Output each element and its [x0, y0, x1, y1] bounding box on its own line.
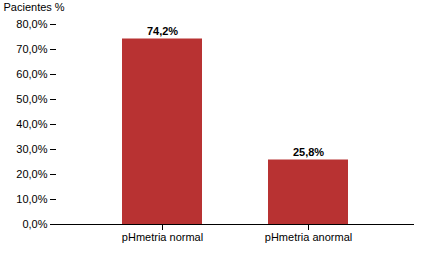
svg-text:pHmetria normal: pHmetria normal [122, 231, 203, 243]
svg-text:0,0%: 0,0% [22, 218, 47, 230]
svg-text:20,0%: 20,0% [16, 168, 47, 180]
svg-text:10,0%: 10,0% [16, 193, 47, 205]
svg-text:Pacientes %: Pacientes % [4, 1, 65, 13]
svg-text:60,0%: 60,0% [16, 68, 47, 80]
svg-text:30,0%: 30,0% [16, 143, 47, 155]
svg-text:40,0%: 40,0% [16, 118, 47, 130]
svg-text:74,2%: 74,2% [147, 25, 178, 37]
svg-text:50,0%: 50,0% [16, 93, 47, 105]
svg-text:70,0%: 70,0% [16, 43, 47, 55]
svg-text:25,8%: 25,8% [293, 146, 324, 158]
svg-text:pHmetria anormal: pHmetria anormal [265, 231, 352, 243]
svg-text:80,0%: 80,0% [16, 18, 47, 30]
